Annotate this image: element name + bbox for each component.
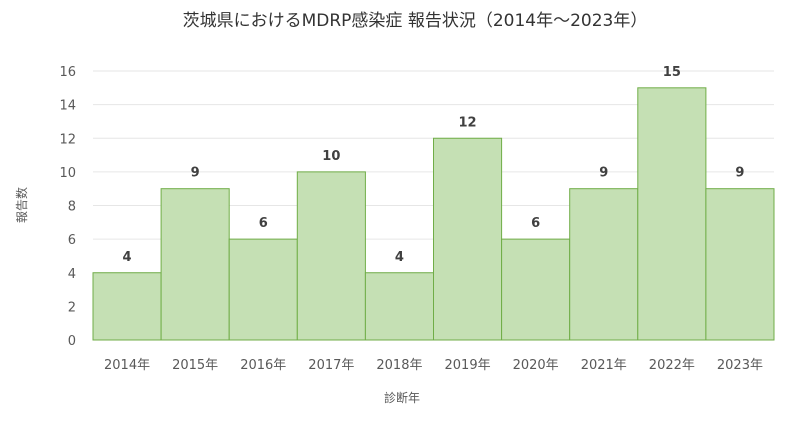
data-label: 12 xyxy=(459,115,477,130)
y-tick-label: 6 xyxy=(68,233,76,248)
bar xyxy=(92,272,162,341)
bar xyxy=(160,188,230,341)
data-label: 15 xyxy=(663,65,681,80)
y-axis-label: 報告数 xyxy=(14,187,29,223)
x-tick-label: 2016年 xyxy=(240,358,286,373)
data-label: 6 xyxy=(531,216,540,231)
y-tick-label: 16 xyxy=(59,65,76,80)
y-tick-label: 0 xyxy=(68,334,76,349)
y-axis-ticks: 0 2 4 6 8 10 12 14 16 xyxy=(59,65,76,349)
y-tick-label: 8 xyxy=(68,200,76,215)
x-tick-label: 2014年 xyxy=(104,358,150,373)
y-tick-label: 4 xyxy=(68,267,76,282)
y-tick-label: 12 xyxy=(59,132,76,147)
x-tick-label: 2020年 xyxy=(513,358,559,373)
x-tick-label: 2015年 xyxy=(172,358,218,373)
x-tick-label: 2017年 xyxy=(308,358,354,373)
y-tick-label: 2 xyxy=(68,300,76,315)
bar xyxy=(433,137,503,341)
x-tick-label: 2022年 xyxy=(649,358,695,373)
data-label: 4 xyxy=(395,250,404,265)
x-tick-label: 2018年 xyxy=(376,358,422,373)
bar xyxy=(637,87,707,341)
x-tick-label: 2019年 xyxy=(445,358,491,373)
x-axis-ticks: 2014年 2015年 2016年 2017年 2018年 2019年 2020年 2021年… xyxy=(104,358,763,373)
bar xyxy=(228,238,298,341)
x-axis-label: 診断年 xyxy=(384,390,420,405)
bar xyxy=(296,171,366,341)
bar xyxy=(569,188,639,341)
bar xyxy=(501,238,571,341)
data-label: 9 xyxy=(735,166,744,181)
x-tick-label: 2021年 xyxy=(581,358,627,373)
data-label: 4 xyxy=(123,250,132,265)
chart-title: 茨城県におけるMDRP感染症 報告状況（2014年～2023年） xyxy=(183,11,648,31)
x-tick-label: 2023年 xyxy=(717,358,763,373)
data-label: 9 xyxy=(599,166,608,181)
data-labels: 4 9 6 10 4 12 6 9 15 9 xyxy=(123,65,745,265)
data-label: 10 xyxy=(322,149,340,164)
bar xyxy=(705,188,775,341)
y-tick-label: 14 xyxy=(59,99,76,114)
y-tick-label: 10 xyxy=(59,166,76,181)
data-label: 6 xyxy=(259,216,268,231)
data-label: 9 xyxy=(191,166,200,181)
bar xyxy=(364,272,434,341)
bars xyxy=(92,87,775,341)
